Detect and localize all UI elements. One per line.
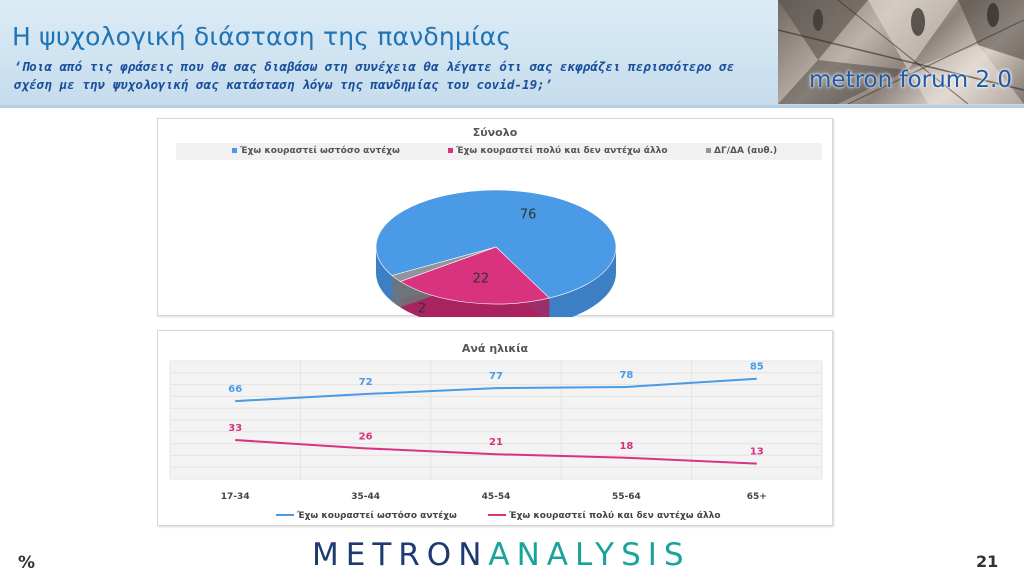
series-line-1	[235, 439, 757, 465]
pie-legend-item-dk-na: ΔΓ/ΔΑ (αυθ.)	[706, 146, 777, 156]
pie-side-1	[400, 281, 550, 317]
header-photo	[778, 0, 1024, 104]
legend-swatch-gray	[706, 148, 711, 153]
page-title: Η ψυχολογική διάσταση της πανδημίας	[12, 22, 512, 51]
page-number: 21	[976, 552, 999, 571]
percent-unit: %	[18, 553, 36, 573]
pie-chart-title: Σύνολο	[472, 126, 518, 139]
legend-label-0: Έχω κουραστεί ωστόσο αντέχω	[296, 510, 457, 521]
pie-slice-0	[375, 189, 617, 299]
line-chart-panel: Ανά ηλικία 66 72 77 78 85 33 26 21 18 13 17-34 35-4…	[157, 330, 833, 526]
pie-data-label-1: 22	[473, 272, 490, 287]
metron-forum-logo: metron forum 2.0	[809, 67, 1012, 93]
pie-data-label-2: 2	[418, 301, 426, 316]
x-tick-label: 65+	[747, 492, 767, 502]
x-tick-label: 45-54	[482, 492, 511, 502]
legend-swatch-blue	[232, 148, 237, 153]
data-label-s1-4: 13	[750, 447, 764, 458]
pie-legend	[176, 143, 822, 160]
legend-swatch-magenta	[448, 148, 453, 153]
data-label-s0-1: 72	[359, 377, 373, 388]
pie-legend-label: ΔΓ/ΔΑ (αυθ.)	[714, 146, 778, 156]
pie-legend-item-tired-not-coping: Έχω κουραστεί πολύ και δεν αντέχω άλλο	[448, 146, 668, 156]
pie-chart-panel: Σύνολο Έχω κουραστεί ωστόσο αντέχω Έχω κ…	[157, 118, 833, 317]
pie-side-0	[376, 247, 393, 302]
series-line-0	[235, 377, 757, 403]
data-label-s1-2: 21	[489, 437, 503, 448]
data-label-s1-0: 33	[228, 423, 242, 434]
data-label-s0-3: 78	[619, 370, 633, 381]
data-label-s0-0: 66	[228, 384, 242, 395]
logo-metron: METRON	[312, 537, 489, 573]
pie-slice-2	[391, 246, 497, 282]
line-chart: 66 72 77 78 85 33 26 21 18 13 17-34 35-44 45-54 55-64…	[169, 360, 823, 521]
data-label-s1-1: 26	[359, 431, 373, 442]
data-label-s0-4: 85	[750, 362, 764, 373]
data-label-s0-2: 77	[489, 371, 503, 382]
pie-legend-label: Έχω κουραστεί ωστόσο αντέχω	[240, 146, 400, 156]
x-tick-label: 55-64	[612, 492, 641, 502]
pie-legend-label: Έχω κουραστεί πολύ και δεν αντέχω άλλο	[456, 146, 668, 156]
x-tick-label: 17-34	[221, 492, 250, 502]
pie-data-label-0: 76	[520, 208, 537, 223]
survey-question: ‘Ποια από τις φράσεις που θα σας διαβάσω…	[14, 59, 735, 92]
metron-analysis-logo: METRONANALYSIS	[312, 537, 691, 573]
data-label-s1-3: 18	[619, 441, 633, 452]
pie-slice-1	[399, 246, 550, 305]
line-chart-title: Ανά ηλικία	[461, 342, 529, 355]
legend-label-1: Έχω κουραστεί πολύ και δεν αντέχω άλλο	[508, 510, 721, 521]
pie-legend-item-tired-coping: Έχω κουραστεί ωστόσο αντέχω	[232, 146, 400, 156]
x-tick-label: 35-44	[351, 492, 380, 502]
logo-analysis: ANALYSIS	[488, 537, 691, 573]
pie-side-0	[549, 247, 616, 317]
